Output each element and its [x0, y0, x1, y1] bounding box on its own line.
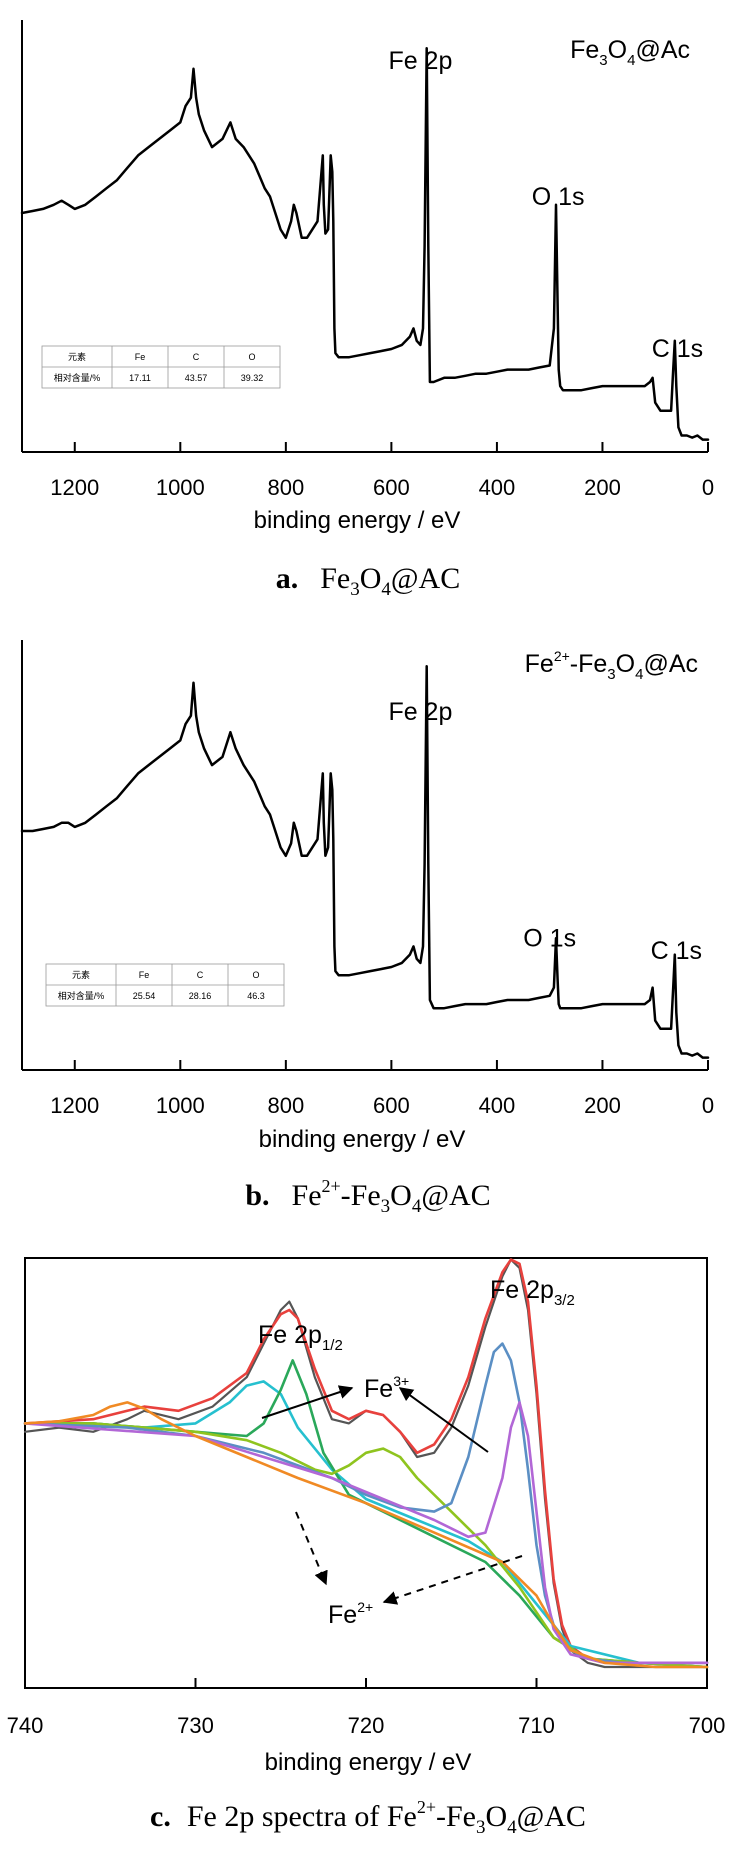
panel-c-arrow-fe3-right	[398, 1387, 489, 1453]
a-peak-label-2: C 1s	[652, 335, 703, 363]
b-tick-label-400: 400	[479, 1093, 516, 1118]
panel-a-table-header-fe: Fe	[135, 352, 146, 362]
panel-c-fit-curves	[23, 1258, 709, 1669]
panel-c-curve-6	[23, 1401, 709, 1665]
panel-c-arrow-fe3-left	[261, 1385, 354, 1419]
a-tick-label-0: 0	[702, 475, 714, 500]
b-tick-label-800: 800	[267, 1093, 304, 1118]
panel-b-composition-table: 元素 Fe C O 相对含量/% 25.54 28.16 46.3	[45, 963, 285, 1007]
panel-a-spectrum-line	[20, 46, 710, 441]
panel-b-table-row-label: 相对含量/%	[58, 990, 105, 1001]
a-tick-label-800: 800	[267, 475, 304, 500]
panel-c-label-fe2p12: Fe 2p1/2	[258, 1321, 343, 1354]
panel-b-table-value-c: 28.16	[189, 991, 212, 1001]
panel-a-table-header-o: O	[248, 352, 255, 362]
panel-a-composition-table: 元素 Fe C O 相对含量/% 17.11 43.57 39.32	[41, 345, 281, 389]
panel-c: 740 730 720 710 700 binding energy / eV Fe 2…	[7, 1257, 726, 1838]
panel-a-table-header-c: C	[193, 352, 200, 362]
panel-b-table-header-fe: Fe	[139, 970, 150, 980]
panel-b-spectrum-line	[20, 664, 710, 1059]
c-tick-label-740: 740	[7, 1713, 44, 1738]
panel-c-curve-7	[23, 1401, 709, 1669]
b-peak-label-1: O 1s	[523, 924, 576, 952]
panel-a-table-value-c: 43.57	[185, 373, 208, 383]
a-tick-label-200: 200	[584, 475, 621, 500]
c-tick-label-730: 730	[177, 1713, 214, 1738]
a-tick-label-400: 400	[479, 475, 516, 500]
panel-b-peak-labels: Fe 2p O 1s C 1s	[388, 698, 702, 965]
a-tick-label-1200: 1200	[50, 475, 99, 500]
b-tick-label-1000: 1000	[156, 1093, 205, 1118]
panel-a-table-row-label: 相对含量/%	[54, 372, 101, 383]
panel-b-table-header-o: O	[252, 970, 259, 980]
panel-b-x-ticks: 1200 1000 800 600 400 200 0	[50, 1060, 714, 1118]
panel-a-caption: a. Fe3O4@AC	[276, 562, 460, 600]
panel-b-table-header-c: C	[197, 970, 204, 980]
panel-c-label-fe3plus: Fe3+	[364, 1373, 409, 1403]
panel-b-table-header-element: 元素	[72, 969, 90, 980]
panel-c-xlabel: binding energy / eV	[265, 1749, 472, 1776]
panel-a-xlabel: binding energy / eV	[254, 507, 461, 534]
panel-a-table-value-fe: 17.11	[129, 373, 151, 383]
panel-a-table-value-o: 39.32	[241, 373, 264, 383]
a-peak-label-1: O 1s	[532, 183, 585, 211]
panel-c-label-fe2plus: Fe2+	[328, 1599, 373, 1629]
panel-b: 1200 1000 800 600 400 200 0 binding energy / e…	[20, 640, 714, 1217]
b-peak-label-0: Fe 2p	[388, 698, 452, 726]
panel-b-table-value-fe: 25.54	[133, 991, 156, 1001]
b-tick-label-600: 600	[373, 1093, 410, 1118]
c-tick-label-720: 720	[348, 1713, 385, 1738]
panel-b-xlabel: binding energy / eV	[259, 1126, 466, 1153]
panel-c-arrow-fe2-left	[295, 1511, 328, 1586]
a-tick-label-600: 600	[373, 475, 410, 500]
b-tick-label-200: 200	[584, 1093, 621, 1118]
panel-c-curve-2	[23, 1380, 709, 1669]
panel-a-peak-labels: Fe 2p O 1s C 1s	[388, 47, 703, 363]
panel-a-table-header-element: 元素	[68, 351, 86, 362]
panel-b-caption: b. Fe2+-Fe3O4@AC	[245, 1176, 490, 1217]
panel-a-x-ticks: 1200 1000 800 600 400 200 0	[50, 442, 714, 500]
panel-c-arrow-fe2-right	[382, 1555, 523, 1605]
panel-a: 1200 1000 800 600 400 200 0 binding energy / e…	[20, 20, 714, 600]
panel-c-label-fe2p32: Fe 2p3/2	[490, 1276, 575, 1309]
c-tick-label-700: 700	[689, 1713, 726, 1738]
panel-c-curve-0	[23, 1258, 709, 1669]
panel-c-caption: c. Fe 2p spectra of Fe2+-Fe3O4@AC	[150, 1797, 586, 1838]
c-tick-label-710: 710	[518, 1713, 555, 1738]
panel-c-frame	[24, 1257, 708, 1689]
b-tick-label-0: 0	[702, 1093, 714, 1118]
b-peak-label-2: C 1s	[651, 937, 702, 965]
panel-c-curve-4	[23, 1422, 709, 1669]
panel-c-curve-3	[23, 1359, 709, 1669]
panel-b-table-value-o: 46.3	[247, 991, 265, 1001]
panel-b-sample-label: Fe2+-Fe3O4@Ac	[525, 648, 698, 683]
b-tick-label-1200: 1200	[50, 1093, 99, 1118]
a-tick-label-1000: 1000	[156, 475, 205, 500]
panel-a-sample-label: Fe3O4@Ac	[570, 36, 690, 69]
panel-c-x-ticks: 740 730 720 710 700	[7, 1678, 726, 1738]
a-peak-label-0: Fe 2p	[388, 47, 452, 75]
